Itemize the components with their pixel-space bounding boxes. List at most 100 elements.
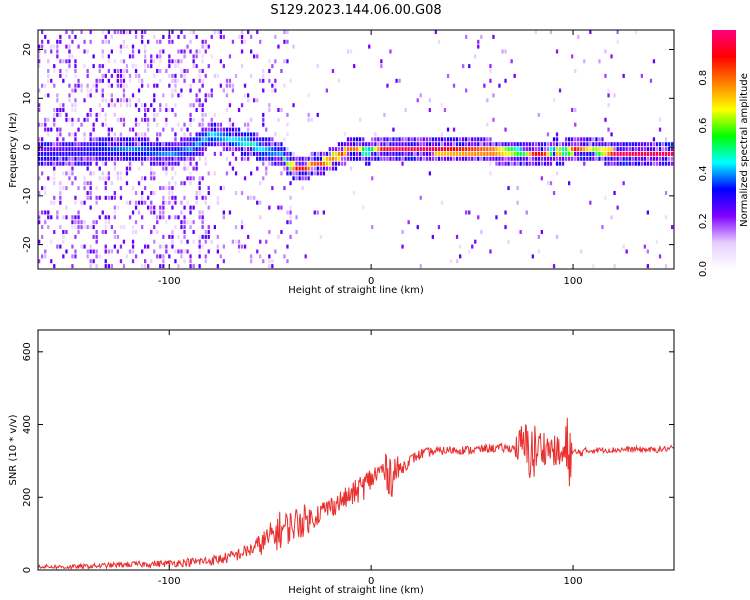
spectrogram-cell [522,151,525,156]
spectrogram-cell [38,122,41,127]
spectrogram-cell [128,151,132,156]
spectrogram-cell [174,59,177,64]
spectrogram-cell [489,161,492,166]
spectrogram-cell [283,156,286,161]
spectrogram-cell [498,83,501,88]
spectrogram-cell [38,88,41,93]
spectrogram-cell [610,161,613,166]
spectrogram-cell [274,249,277,254]
spectrogram-cell [153,176,156,181]
spectrogram-cell [634,142,637,147]
spectrogram-cell [519,151,522,156]
spectrogram-cell [425,142,428,147]
spectrogram-cell [47,215,50,220]
spectrogram-cell [122,137,126,142]
spectrogram-cell [292,151,295,156]
spectrogram-cell [162,195,165,200]
spectrogram-cell [428,147,431,152]
snr-frame [37,329,675,571]
spectrogram-cell [265,147,268,152]
spectrogram-cell [543,151,547,156]
spectrogram-cell [174,64,177,69]
spectrogram-cell [174,151,177,156]
spectrogram-cell [95,239,98,244]
spectrogram-cell [401,142,404,147]
spectrogram-cell [583,161,586,166]
spectrogram-cell [319,171,322,176]
spectrogram-cell [634,147,637,152]
spectrogram-cell [568,142,571,147]
spectrogram-cell [159,108,162,112]
spectrogram-cell [265,156,268,161]
spectrogram-cell [222,137,225,142]
spectrogram-cell [198,244,201,249]
spectrogram-cell [110,195,113,200]
spectrogram-cell [598,156,601,161]
spectrogram-cell [207,127,210,132]
spectrogram-cell [474,239,477,244]
spectrogram-cell [180,156,183,161]
spectrogram-cell [649,142,653,147]
spectrogram-cell [77,186,80,191]
spectrogram-cell [519,156,522,161]
spectrogram-cell [574,147,577,152]
spectrogram-cell [83,64,86,69]
spectrogram-cell [343,161,347,166]
spectrogram-cell [546,156,550,161]
spectrogram-cell [652,151,656,156]
spectrogram-cell [449,259,453,264]
spectrogram-cell [128,156,132,161]
spectrogram-cell [68,156,71,161]
spectrogram-cell [513,73,516,78]
spectrogram-cell [204,73,207,78]
spectrogram-cell [144,59,147,64]
spectrogram-cell [634,161,637,166]
spectrogram-cell [144,151,147,156]
spectrogram-cell [268,108,271,112]
spectrogram-cell [631,142,634,147]
spectrogram-cell [274,88,277,93]
spectrogram-cell [156,112,159,117]
spectrogram-cell [646,210,649,215]
spectrogram-cell [280,205,283,210]
spectrogram-cell [65,171,68,176]
spectrogram-cell [50,200,53,205]
spectrogram-cell [398,137,401,142]
spectrogram-cell [198,239,201,244]
spectrogram-cell [165,161,168,166]
spectrogram-cell [171,30,174,34]
spectrogram-cell [53,142,56,147]
spectrogram-cell [419,147,422,152]
spectrogram-cell [113,244,116,249]
spectrogram-cell [331,161,335,166]
spectrogram-cell [253,147,256,152]
spectrogram-cell [480,137,483,142]
spectrogram-cell [646,147,649,152]
spectrogram-cell [222,244,225,249]
spectrogram-cell [186,127,189,132]
spectrogram-cell [62,234,65,239]
spectrogram-cell [322,166,325,171]
spectrogram-cell [253,132,256,137]
spectrogram-cell [289,78,292,83]
spectrogram-cell [437,151,441,156]
spectrogram-cell [159,49,162,54]
spectrogram-cell [525,147,528,152]
spectrogram-cell [104,34,107,39]
spectrogram-cell [128,127,132,132]
spectrogram-cell [286,259,289,264]
spectrogram-cell [59,181,62,186]
spectrogram-cell [107,83,110,88]
spectrogram-cell [80,244,83,249]
spectrogram-cell [56,98,59,103]
spectrogram-cell [80,147,83,152]
spectrogram-cell [107,132,110,137]
spectrogram-cell [428,98,431,103]
spectrogram-cell [47,78,50,83]
spectrogram-cell [592,147,595,152]
spectrogram-cell [437,156,441,161]
spectrogram-frame [37,29,675,270]
spectrogram-cell [62,147,65,152]
spectrogram-cell [540,147,543,152]
spectrogram-cell [77,151,80,156]
